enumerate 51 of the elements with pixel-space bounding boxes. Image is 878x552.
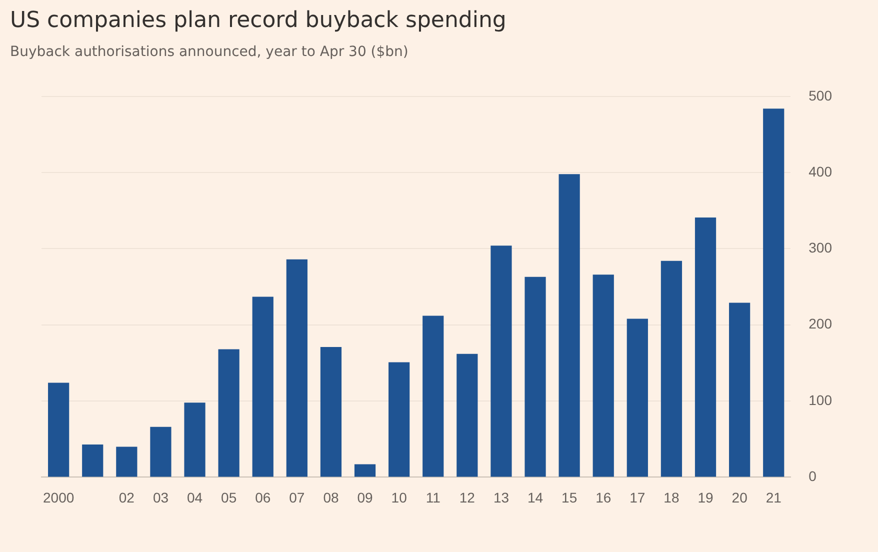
bar [592,274,614,477]
x-tick-label: 12 [459,489,476,506]
chart-subtitle: Buyback authorisations announced, year to Apr 30 ($bn) [10,44,408,60]
x-tick-label: 14 [527,489,544,506]
bar [286,259,308,477]
bar [763,108,784,477]
x-tick-label: 02 [118,489,135,506]
bar [354,464,376,477]
bar [184,402,206,477]
y-tick-label: 0 [808,468,817,484]
x-tick-label: 10 [391,489,408,506]
x-tick-label: 18 [664,489,680,506]
x-tick-label: 06 [255,489,271,506]
bar [456,354,478,477]
x-tick-label: 09 [357,489,374,506]
bar [150,426,172,477]
x-tick-label: 08 [323,489,339,506]
x-tick-label: 03 [152,489,169,506]
bar [320,346,342,477]
x-tick-label: 13 [493,489,510,506]
bar [48,382,70,477]
bar [490,246,512,477]
x-tick-label: 07 [289,489,305,506]
y-tick-label: 300 [808,240,832,256]
bar [422,316,444,477]
x-tick-label: 19 [698,489,714,506]
x-tick-label: 16 [596,489,612,506]
y-tick-label: 500 [808,87,832,104]
x-tick-label: 05 [221,489,237,506]
chart-title: US companies plan record buyback spending [10,8,506,33]
bar [729,302,750,477]
x-tick-label: 04 [186,489,203,506]
x-tick-label: 17 [630,489,646,506]
x-tick-label: 21 [766,489,782,506]
x-tick-label: 11 [426,489,441,506]
bar [82,444,104,477]
y-tick-label: 200 [808,316,832,332]
bar [388,362,410,477]
bar [694,217,716,477]
y-tick-label: 400 [808,163,832,180]
x-tick-label: 2000 [42,489,74,506]
bar [524,276,546,477]
bar [558,174,580,477]
bar [660,260,682,477]
bar [116,446,138,477]
bar [218,349,240,477]
y-tick-label: 100 [808,392,832,408]
bar [626,318,648,477]
bar [252,296,274,477]
x-tick-label: 15 [562,489,578,506]
x-tick-label: 20 [732,489,748,506]
